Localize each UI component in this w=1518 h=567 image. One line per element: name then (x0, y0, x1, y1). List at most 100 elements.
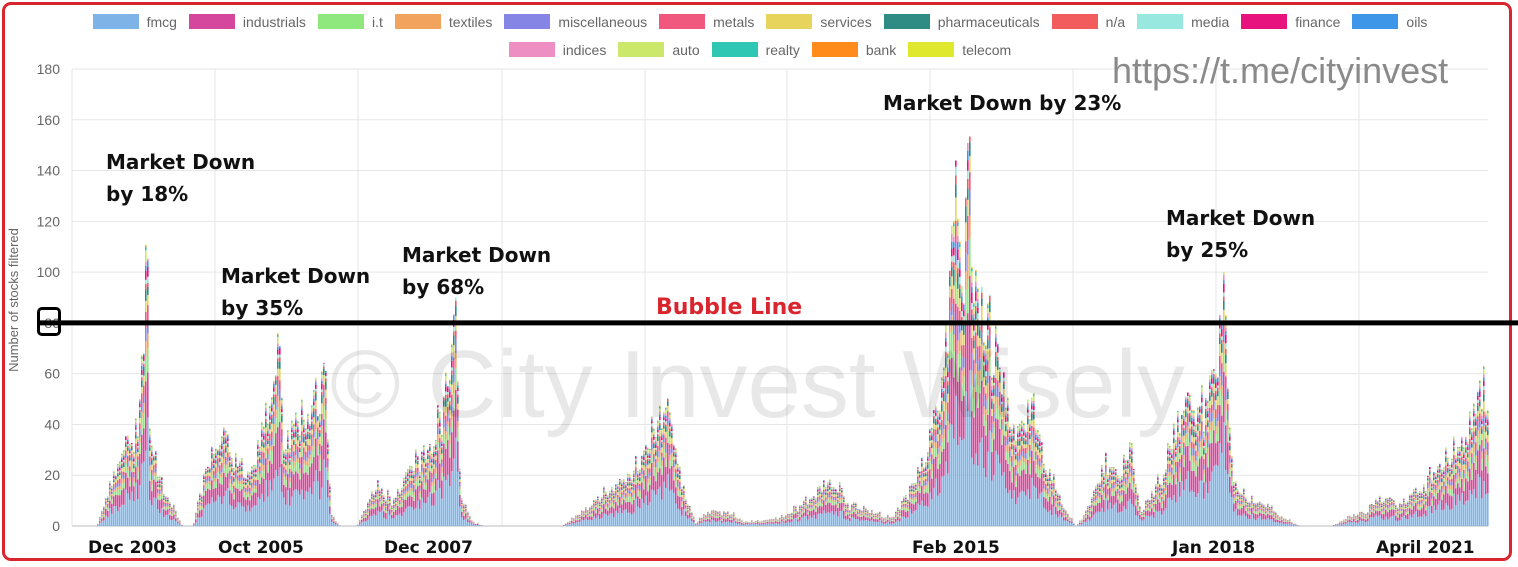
bar[interactable] (167, 497, 169, 526)
bar[interactable] (371, 491, 373, 526)
bar[interactable] (207, 466, 209, 526)
bar[interactable] (847, 502, 849, 526)
bar[interactable] (867, 509, 869, 526)
bar[interactable] (825, 487, 827, 526)
bar[interactable] (711, 510, 713, 526)
bar[interactable] (639, 469, 641, 526)
bar[interactable] (871, 510, 873, 526)
legend-item-realty[interactable]: realty (711, 36, 800, 64)
bar[interactable] (369, 498, 371, 526)
bar[interactable] (395, 497, 397, 526)
bar[interactable] (241, 458, 243, 526)
bar[interactable] (313, 390, 315, 526)
bar[interactable] (153, 455, 155, 526)
bar[interactable] (821, 490, 823, 526)
bar[interactable] (245, 477, 247, 526)
bar[interactable] (687, 504, 689, 526)
bar[interactable] (727, 511, 729, 526)
bar[interactable] (875, 512, 877, 526)
bar[interactable] (759, 521, 761, 526)
bar[interactable] (569, 521, 571, 526)
bar[interactable] (101, 510, 103, 526)
bar[interactable] (815, 498, 817, 526)
bar[interactable] (675, 447, 677, 526)
legend-item-auto[interactable]: auto (618, 36, 700, 64)
bar[interactable] (427, 449, 429, 526)
bar[interactable] (801, 505, 803, 526)
bar[interactable] (367, 501, 369, 526)
bar[interactable] (425, 458, 427, 526)
bar[interactable] (861, 510, 863, 526)
bar[interactable] (267, 423, 269, 526)
bar[interactable] (421, 451, 423, 526)
bar[interactable] (195, 512, 197, 526)
bar[interactable] (449, 379, 451, 526)
bar[interactable] (583, 511, 585, 526)
bar[interactable] (413, 470, 415, 526)
bar[interactable] (447, 386, 449, 526)
bar[interactable] (415, 449, 417, 526)
bar[interactable] (277, 333, 279, 526)
bar[interactable] (283, 450, 285, 526)
legend-item-media[interactable]: media (1137, 8, 1229, 36)
bar[interactable] (301, 399, 303, 526)
bar[interactable] (831, 487, 833, 526)
bar[interactable] (309, 423, 311, 526)
bar[interactable] (299, 435, 301, 526)
bar[interactable] (123, 449, 125, 526)
legend-item-textiles[interactable]: textiles (394, 8, 492, 36)
bar[interactable] (215, 448, 217, 526)
bar[interactable] (617, 483, 619, 526)
bar[interactable] (477, 522, 479, 526)
bar[interactable] (143, 353, 145, 526)
bar[interactable] (647, 447, 649, 526)
bar[interactable] (611, 487, 613, 526)
bar[interactable] (781, 515, 783, 526)
bar[interactable] (237, 466, 239, 526)
bar[interactable] (773, 518, 775, 526)
bar[interactable] (243, 477, 245, 526)
bar[interactable] (113, 471, 115, 526)
bar[interactable] (881, 516, 883, 526)
bar[interactable] (111, 485, 113, 526)
bar[interactable] (275, 375, 277, 526)
legend-item-pharmaceuticals[interactable]: pharmaceuticals (883, 8, 1040, 36)
bar[interactable] (723, 510, 725, 526)
bar[interactable] (141, 355, 143, 526)
bar[interactable] (429, 443, 431, 526)
bar[interactable] (657, 420, 659, 526)
bar[interactable] (331, 514, 333, 526)
bar[interactable] (849, 510, 851, 526)
bar[interactable] (439, 412, 441, 526)
bar[interactable] (213, 453, 215, 526)
legend-item-bank[interactable]: bank (811, 36, 896, 64)
bar[interactable] (293, 423, 295, 526)
bar[interactable] (587, 510, 589, 526)
bar[interactable] (575, 515, 577, 526)
bar[interactable] (645, 445, 647, 526)
bar[interactable] (197, 500, 199, 526)
bar[interactable] (253, 464, 255, 526)
bar[interactable] (99, 516, 101, 526)
bar[interactable] (853, 502, 855, 526)
bar[interactable] (701, 517, 703, 526)
bar[interactable] (443, 396, 445, 526)
bar[interactable] (387, 489, 389, 526)
bar[interactable] (643, 450, 645, 526)
bar[interactable] (741, 519, 743, 526)
bar[interactable] (673, 444, 675, 526)
bar[interactable] (721, 514, 723, 526)
bar[interactable] (463, 503, 465, 526)
bar[interactable] (865, 507, 867, 526)
bar[interactable] (471, 520, 473, 526)
bar[interactable] (287, 429, 289, 526)
bar[interactable] (105, 498, 107, 526)
bar[interactable] (677, 463, 679, 526)
bar[interactable] (261, 422, 263, 526)
bar[interactable] (805, 495, 807, 526)
bar[interactable] (291, 420, 293, 526)
bar[interactable] (845, 503, 847, 526)
bar[interactable] (621, 480, 623, 526)
bar[interactable] (145, 244, 147, 526)
bar[interactable] (339, 525, 341, 526)
